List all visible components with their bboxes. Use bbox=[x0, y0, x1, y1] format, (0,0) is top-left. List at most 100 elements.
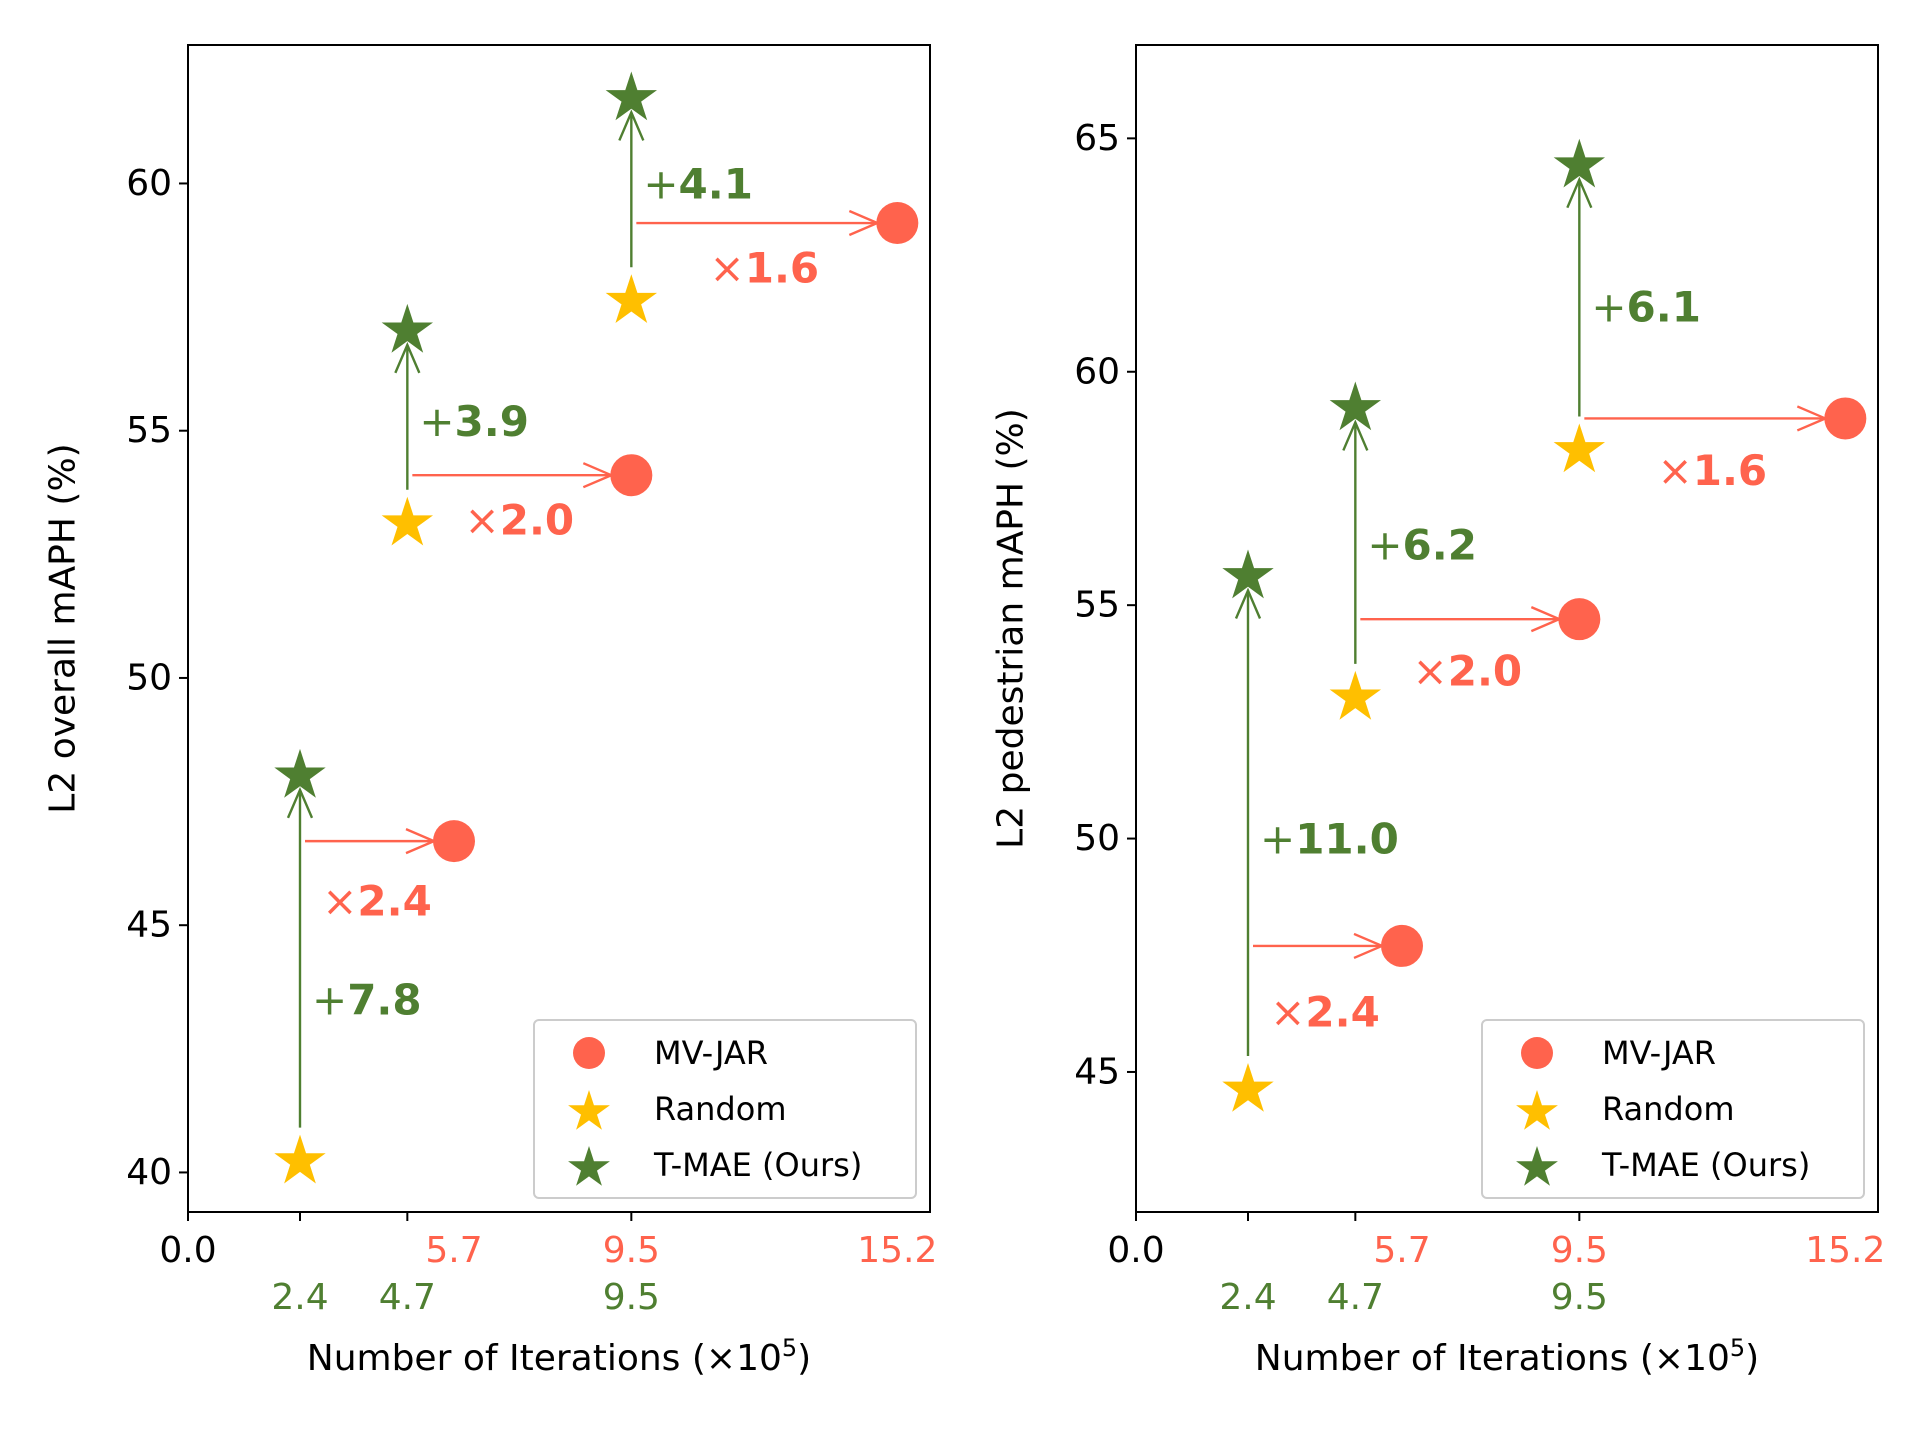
speedup-label-value: 2.0 bbox=[500, 495, 574, 544]
x-tick-label-mvjar: 15.2 bbox=[857, 1230, 937, 1271]
speedup-label: ×2.0 bbox=[465, 495, 575, 544]
x-axis-label-exponent: 5 bbox=[782, 1334, 797, 1362]
y-tick-label: 50 bbox=[126, 657, 172, 698]
legend-marker-mvjar bbox=[1521, 1037, 1553, 1069]
gain-label: +3.9 bbox=[419, 396, 529, 445]
gain-label: +7.8 bbox=[312, 975, 422, 1024]
gain-label-value: 6.2 bbox=[1403, 520, 1477, 569]
y-tick-label: 45 bbox=[1074, 1051, 1120, 1092]
x-tick-label-origin: 0.0 bbox=[159, 1230, 216, 1271]
gain-label-sign: + bbox=[1591, 282, 1626, 331]
gain-arrowhead bbox=[1342, 419, 1369, 451]
gain-arrowhead bbox=[394, 341, 421, 374]
y-tick-label: 65 bbox=[1074, 118, 1120, 159]
y-tick-label: 40 bbox=[126, 1152, 172, 1193]
legend-label: Random bbox=[654, 1090, 786, 1128]
legend-label: T-MAE (Ours) bbox=[1601, 1146, 1810, 1184]
speedup-label: ×1.6 bbox=[1658, 445, 1768, 494]
legend-marker-mvjar bbox=[573, 1037, 605, 1069]
mvjar-point bbox=[876, 202, 919, 245]
gain-label-sign: + bbox=[1367, 520, 1402, 569]
tmae-point bbox=[1222, 549, 1274, 599]
gain-label-sign: + bbox=[419, 396, 454, 445]
legend: MV-JAR Random T-MAE (Ours) bbox=[1481, 1019, 1865, 1199]
mvjar-point bbox=[433, 820, 475, 863]
mvjar-point bbox=[1824, 397, 1867, 440]
speedup-label-value: 2.4 bbox=[357, 876, 431, 925]
x-tick-label-origin: 0.0 bbox=[1107, 1230, 1164, 1271]
x-tick-label-mvjar: 5.7 bbox=[425, 1230, 482, 1271]
legend-label: Random bbox=[1602, 1090, 1734, 1128]
tmae-point bbox=[605, 71, 658, 121]
gain-label-sign: + bbox=[1260, 814, 1295, 863]
x-axis-label-exponent: 5 bbox=[1730, 1334, 1745, 1362]
tmae-point bbox=[1553, 138, 1606, 188]
x-tick-label-mvjar: 15.2 bbox=[1805, 1230, 1885, 1271]
gain-label-value: 11.0 bbox=[1295, 814, 1399, 863]
gain-label: +11.0 bbox=[1260, 814, 1399, 863]
speedup-label-value: 2.4 bbox=[1305, 987, 1379, 1036]
random-point bbox=[1553, 423, 1606, 473]
legend-box bbox=[533, 1019, 917, 1199]
y-tick-label: 50 bbox=[1074, 818, 1120, 859]
x-tick-label-mvjar: 9.5 bbox=[603, 1230, 660, 1271]
speedup-label-value: 1.6 bbox=[745, 243, 819, 292]
gain-label-sign: + bbox=[312, 975, 347, 1024]
y-axis-label: L2 pedestrian mAPH (%) bbox=[991, 408, 1032, 849]
y-tick-label: 55 bbox=[1074, 585, 1120, 626]
tmae-point bbox=[381, 303, 434, 353]
legend-box bbox=[1481, 1019, 1865, 1199]
plot-frame bbox=[1135, 44, 1879, 1213]
x-axis-label-suffix: ) bbox=[797, 1338, 811, 1379]
gain-arrowhead bbox=[1234, 587, 1262, 619]
speedup-label-sign: × bbox=[1270, 987, 1305, 1036]
y-axis-label: L2 overall mAPH (%) bbox=[43, 443, 84, 813]
y-tick-label: 60 bbox=[1074, 351, 1120, 392]
random-point bbox=[274, 1134, 326, 1184]
tmae-point bbox=[274, 748, 326, 798]
speedup-label: ×2.4 bbox=[1270, 987, 1380, 1036]
gain-label: +6.1 bbox=[1591, 282, 1701, 331]
gain-arrowhead bbox=[1566, 176, 1593, 209]
speedup-label-value: 2.0 bbox=[1448, 646, 1522, 695]
legend: MV-JAR Random T-MAE (Ours) bbox=[533, 1019, 917, 1199]
gain-arrowhead bbox=[618, 109, 645, 141]
mvjar-point bbox=[1558, 598, 1601, 641]
x-axis-label-text: Number of Iterations (×10 bbox=[1255, 1338, 1730, 1379]
mvjar-point bbox=[1381, 924, 1423, 967]
chart-pedestrian: 45 50 55 60 65 L2 pedestrian mAPH (%) 0.0 2.4 4.… bbox=[991, 44, 1885, 1379]
x-tick-label-tmae: 9.5 bbox=[1551, 1277, 1608, 1318]
x-axis-label-text: Number of Iterations (×10 bbox=[307, 1338, 782, 1379]
x-tick-label-tmae: 2.4 bbox=[1219, 1277, 1276, 1318]
speedup-label-sign: × bbox=[1413, 646, 1448, 695]
chart-overall: 40 45 50 55 60 L2 overall mAPH (%) 0.0 2.4 4.7 9.… bbox=[43, 44, 937, 1379]
speedup-label-sign: × bbox=[710, 243, 745, 292]
x-tick-label-tmae: 4.7 bbox=[1327, 1277, 1384, 1318]
speedup-label: ×1.6 bbox=[710, 243, 820, 292]
legend-label: MV-JAR bbox=[1602, 1034, 1716, 1072]
speedup-label-value: 1.6 bbox=[1693, 445, 1767, 494]
legend-marker-tmae bbox=[1516, 1146, 1558, 1186]
plot-frame bbox=[187, 44, 931, 1213]
speedup-label: ×2.0 bbox=[1413, 646, 1523, 695]
x-tick-label-tmae: 2.4 bbox=[271, 1277, 328, 1318]
x-axis-label-suffix: ) bbox=[1745, 1338, 1759, 1379]
gain-label-value: 7.8 bbox=[347, 975, 421, 1024]
legend-marker-random bbox=[1516, 1090, 1558, 1130]
speedup-label-sign: × bbox=[322, 876, 357, 925]
random-point bbox=[381, 496, 434, 546]
speedup-label-sign: × bbox=[465, 495, 500, 544]
legend-label: T-MAE (Ours) bbox=[653, 1146, 862, 1184]
gain-label: +6.2 bbox=[1367, 520, 1477, 569]
random-point bbox=[605, 274, 658, 324]
gain-label-sign: + bbox=[643, 159, 678, 208]
gain-arrowhead bbox=[286, 786, 314, 819]
x-tick-label-tmae: 9.5 bbox=[603, 1277, 660, 1318]
x-axis-label: Number of Iterations (×105) bbox=[307, 1334, 811, 1379]
gain-label: +4.1 bbox=[643, 159, 753, 208]
gain-label-value: 6.1 bbox=[1627, 282, 1701, 331]
legend-marker-random bbox=[568, 1090, 610, 1130]
y-tick-label: 55 bbox=[126, 410, 172, 451]
speedup-label: ×2.4 bbox=[322, 876, 432, 925]
